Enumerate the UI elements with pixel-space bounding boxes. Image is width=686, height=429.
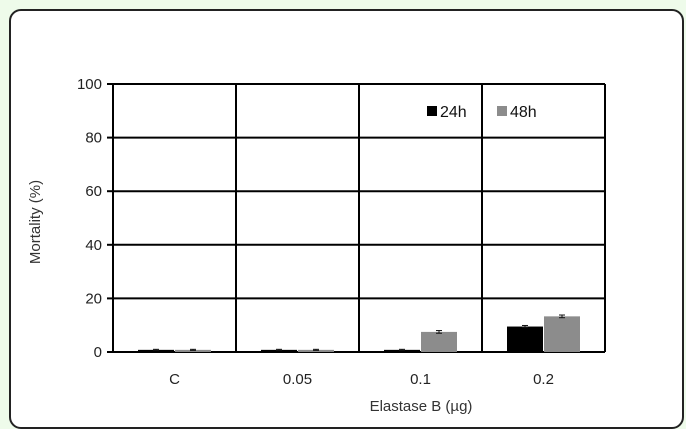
- legend-label-48h: 48h: [510, 104, 537, 121]
- grid: [107, 83, 606, 353]
- x-tick-labels: C 0.05 0.1 0.2: [169, 371, 554, 388]
- ytick-label-20: 20: [85, 290, 102, 307]
- bar-24h-C: [138, 349, 174, 352]
- bar-48h-0.2: [544, 316, 580, 352]
- legend-swatch-24h: [427, 106, 437, 116]
- bar-24h-0.2: [507, 326, 543, 352]
- chart-frame: [9, 9, 684, 429]
- bar-48h-C: [175, 349, 211, 352]
- bar-24h-0.1: [384, 349, 420, 352]
- ytick-label-40: 40: [85, 237, 102, 254]
- legend-label-24h: 24h: [440, 104, 467, 121]
- ytick-label-100: 100: [77, 76, 102, 93]
- ytick-label-0: 0: [94, 344, 102, 361]
- xtick-label-3: 0.2: [533, 371, 554, 388]
- xtick-label-2: 0.1: [410, 371, 431, 388]
- ytick-label-60: 60: [85, 183, 102, 200]
- xtick-label-1: 0.05: [283, 371, 312, 388]
- error-bar-24h-0.1: [399, 348, 405, 351]
- mortality-bar-chart: 0 20 40 60 80 100 C 0.05 0.1 0.2 Mortality (%) E…: [27, 76, 606, 415]
- y-tick-labels: 0 20 40 60 80 100: [77, 76, 102, 361]
- ytick-label-80: 80: [85, 130, 102, 147]
- xtick-label-0: C: [169, 371, 180, 388]
- legend: 24h 48h: [427, 104, 537, 121]
- bar-48h-0.1: [421, 331, 457, 352]
- y-axis-label: Mortality (%): [27, 180, 44, 264]
- error-bar-24h-0.2: [522, 324, 528, 329]
- bar-24h-0.05: [261, 349, 297, 352]
- error-bar-48h-0.2: [559, 314, 565, 319]
- error-bar-48h-C: [190, 348, 196, 351]
- error-bar-48h-0.05: [313, 348, 319, 351]
- error-bar-24h-C: [153, 348, 159, 351]
- error-bar-24h-0.05: [276, 348, 282, 351]
- error-bar-48h-0.1: [436, 330, 442, 334]
- legend-swatch-48h: [497, 106, 507, 116]
- x-axis-label: Elastase B (µg): [370, 398, 473, 415]
- bar-48h-0.05: [298, 349, 334, 352]
- bars: [138, 314, 580, 352]
